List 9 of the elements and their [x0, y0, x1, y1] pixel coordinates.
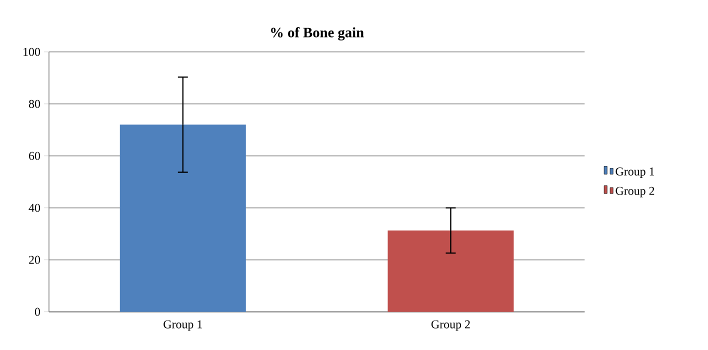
y-tick-label: 0 [34, 308, 40, 316]
y-tick-label: 20 [29, 256, 40, 264]
y-tick-label: 100 [24, 48, 40, 56]
y-tick-label: 40 [28, 204, 40, 212]
y-tick-label: 60 [29, 152, 40, 160]
chart-title: % of Bone gain [271, 27, 364, 40]
legend-label: Group 1 [616, 167, 654, 178]
y-tick-label: 80 [28, 100, 40, 108]
legend-label: Group 2 [616, 186, 654, 198]
